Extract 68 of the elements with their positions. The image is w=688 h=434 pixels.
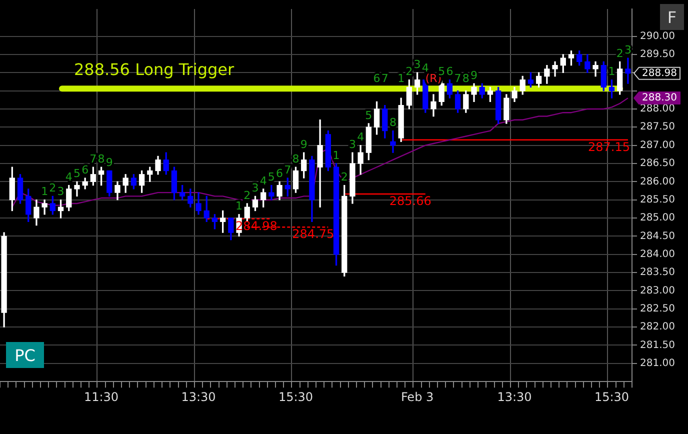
text: 7 [284,163,292,176]
text: 1 [398,72,405,85]
y-tick-label: 288.00 [640,104,675,115]
x-tick-label: 13:30 [497,390,532,404]
text: 3 [624,43,632,56]
text: 8 [389,116,396,130]
text: F [660,4,684,30]
text: 5 [73,167,80,180]
x-tick-label: 11:30 [84,390,119,404]
text: 7 [90,152,97,166]
series-label: 287.15 [588,140,630,154]
y-tick-label: 282.50 [640,303,675,314]
text: 4 [357,130,364,144]
text: 4 [422,62,429,75]
text: 1 [41,185,48,198]
text: 3 [252,182,259,195]
text: 3 [348,138,356,151]
text: 4 [65,170,72,184]
series-label: 284.75 [292,227,334,242]
text: 6 [276,167,284,180]
text: 2 [244,188,251,202]
text: 8 [292,152,300,166]
text: 288.30 [642,92,677,104]
text: 2 [406,65,413,78]
text: 9 [106,156,113,170]
text: 8 [98,152,105,166]
text: 6 [373,72,380,85]
text: 7 [454,72,462,85]
text: 3 [57,185,64,198]
text: 2 [49,182,56,195]
x-tick-label: 15:30 [278,390,314,404]
text: 7 [381,72,388,85]
y-tick-label: 290.00 [640,30,675,42]
y-tick-label: 284.50 [640,230,675,242]
x-tick-label: 13:30 [181,390,216,404]
text: 3 [414,58,421,71]
y-tick-label: 283.00 [640,285,675,296]
y-tick-label: 285.50 [640,194,675,206]
series-label: 285.66 [389,194,432,208]
text: 5 [438,65,446,78]
text: 6 [446,65,454,78]
y-tick-label: 285.00 [640,212,675,224]
y-tick-label: 283.50 [640,267,675,278]
text: 288.98 [642,68,677,79]
text: 4 [260,174,267,188]
y-tick-label: 286.00 [640,176,675,188]
text: 1 [236,200,243,213]
text: 6 [82,163,89,176]
text: 2 [616,47,624,60]
y-tick-label: 281.50 [640,340,675,351]
text: 5 [365,108,372,122]
y-tick-label: 289.50 [640,49,675,60]
x-tick-label: Feb 3 [400,390,434,404]
text: 9 [300,138,308,151]
annotation: PC [6,342,44,368]
y-tick-label: 287.00 [640,140,675,151]
x-tick-label: 15:30 [594,390,630,404]
text: 1 [332,148,340,162]
text: 1 [608,65,616,78]
text: 5 [268,170,275,184]
y-tick-label: 287.50 [640,122,675,133]
y-tick-label: 284.00 [640,248,675,260]
text: 9 [470,68,478,82]
y-tick-label: 286.50 [640,158,675,170]
y-tick-label: 281.00 [640,358,675,370]
ref-line-label: 288.56 Long Trigger [74,60,234,79]
text: 8 [462,72,470,85]
y-tick-label: 282.00 [640,322,675,333]
